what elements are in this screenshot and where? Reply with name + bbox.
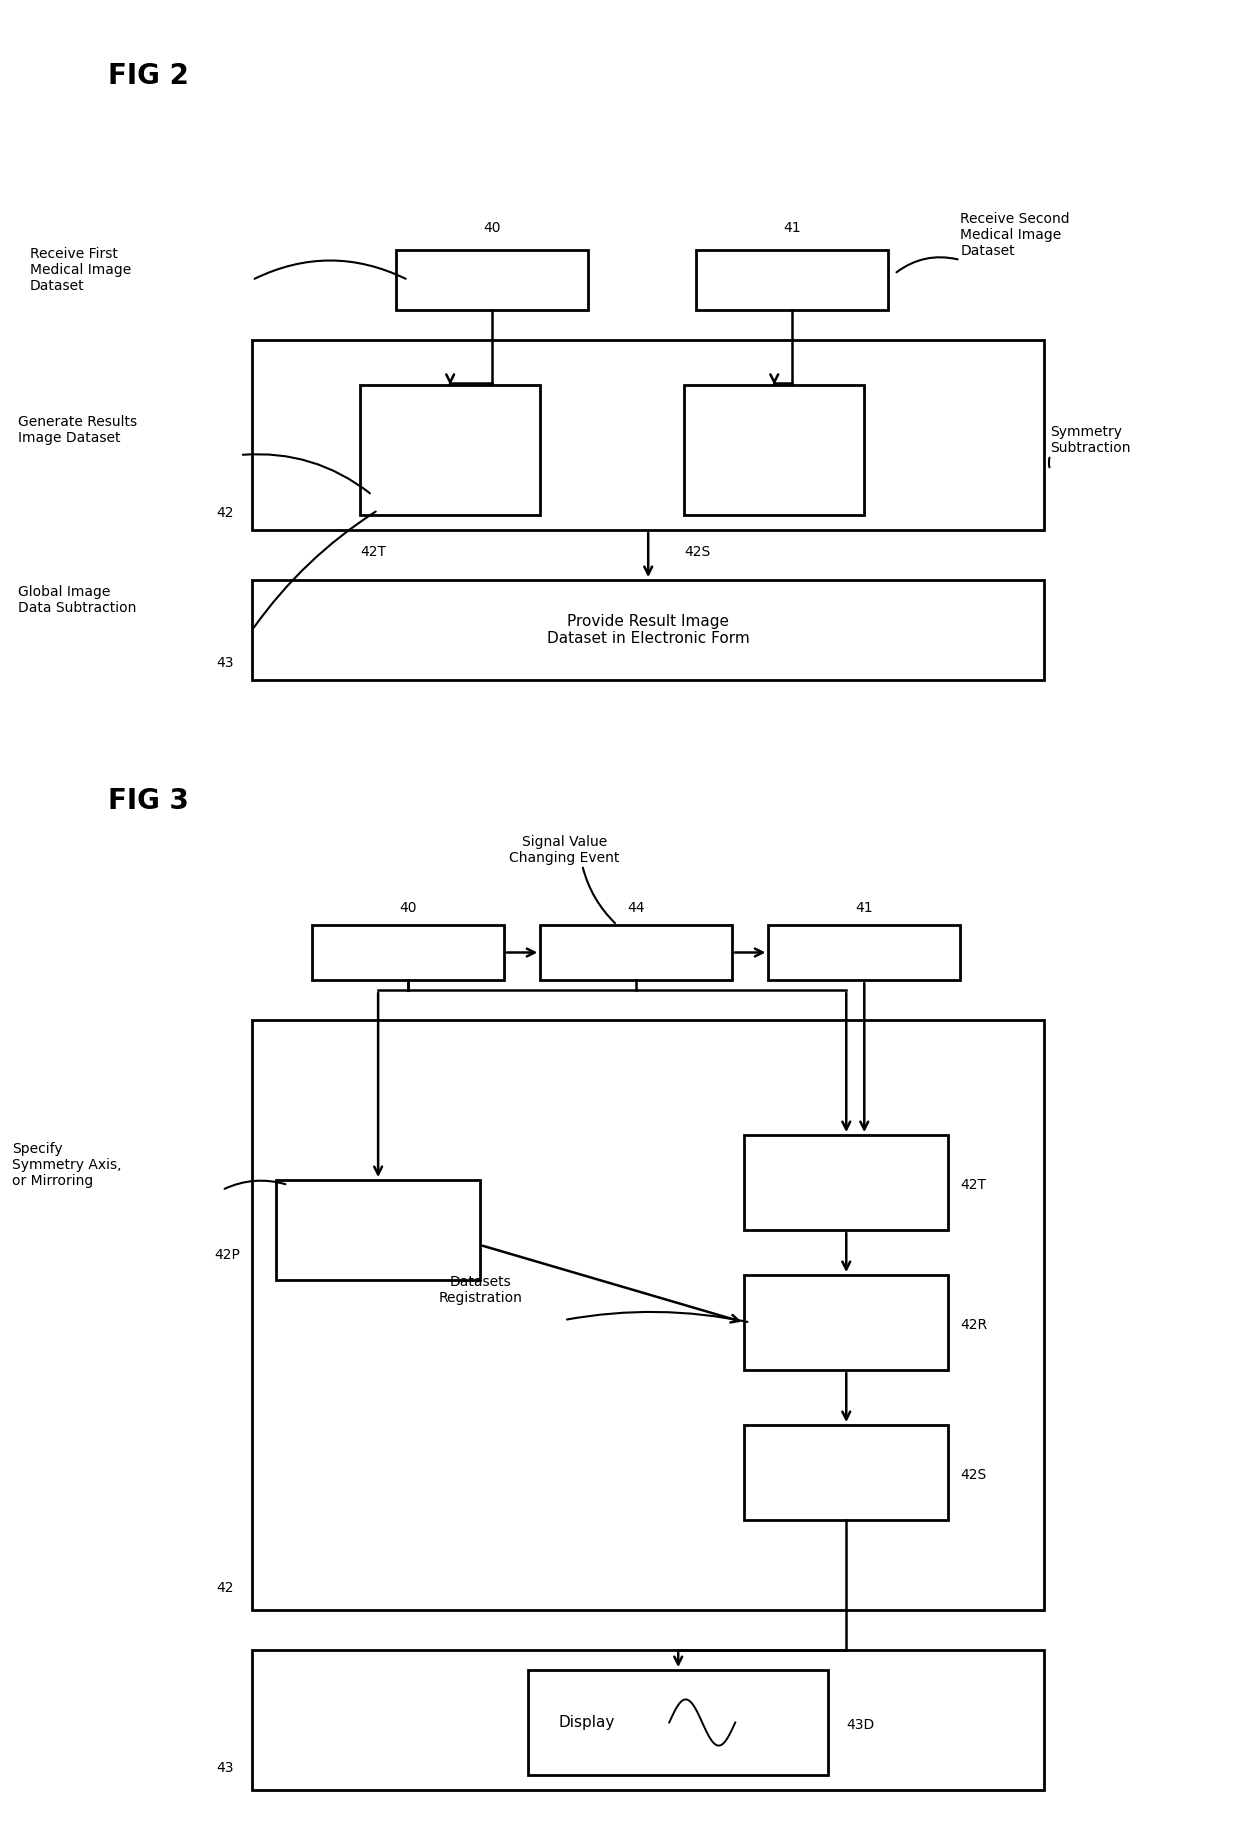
Text: Signal Value
Changing Event: Signal Value Changing Event (508, 834, 619, 866)
Text: 42: 42 (217, 1581, 234, 1596)
Bar (541, 924, 733, 981)
Text: Symmetry
Subtraction: Symmetry Subtraction (1050, 425, 1131, 456)
Text: FIG 3: FIG 3 (108, 787, 188, 814)
Text: 41: 41 (856, 900, 873, 915)
Text: Specify
Symmetry Axis,
or Mirroring: Specify Symmetry Axis, or Mirroring (12, 1142, 122, 1188)
Bar (277, 1180, 480, 1279)
Text: 40: 40 (484, 221, 501, 234)
Text: 43: 43 (217, 655, 234, 670)
Text: 42T: 42T (360, 545, 386, 558)
Text: 42R: 42R (960, 1318, 987, 1332)
Text: 42T: 42T (960, 1179, 986, 1191)
Text: 43: 43 (217, 1760, 234, 1775)
Bar (252, 580, 1044, 681)
Bar (696, 251, 888, 309)
Text: 41: 41 (784, 221, 801, 234)
Bar (396, 251, 588, 309)
Text: 42: 42 (217, 507, 234, 520)
Text: 44: 44 (627, 900, 645, 915)
Bar (769, 924, 960, 981)
Text: Display: Display (558, 1715, 615, 1731)
Text: Receive Second
Medical Image
Dataset: Receive Second Medical Image Dataset (960, 212, 1070, 258)
Bar (252, 340, 1044, 531)
Bar (528, 1671, 828, 1775)
Text: Receive First
Medical Image
Dataset: Receive First Medical Image Dataset (30, 247, 131, 293)
Bar (744, 1426, 949, 1521)
Text: Generate Results
Image Dataset: Generate Results Image Dataset (19, 415, 138, 445)
Bar (252, 1019, 1044, 1610)
Text: FIG 2: FIG 2 (108, 62, 188, 90)
Bar (744, 1135, 949, 1230)
Bar (360, 384, 541, 514)
Bar (312, 924, 505, 981)
Bar (252, 1651, 1044, 1790)
Text: 42S: 42S (684, 545, 711, 558)
Text: Datasets
Registration: Datasets Registration (438, 1276, 522, 1305)
Text: 43D: 43D (846, 1718, 874, 1731)
Bar (684, 384, 864, 514)
Text: 42S: 42S (960, 1468, 987, 1482)
Text: 40: 40 (399, 900, 417, 915)
Text: Provide Result Image
Dataset in Electronic Form: Provide Result Image Dataset in Electron… (547, 613, 750, 646)
Text: Global Image
Data Subtraction: Global Image Data Subtraction (19, 586, 136, 615)
Bar (744, 1276, 949, 1371)
Text: 42P: 42P (215, 1248, 241, 1263)
